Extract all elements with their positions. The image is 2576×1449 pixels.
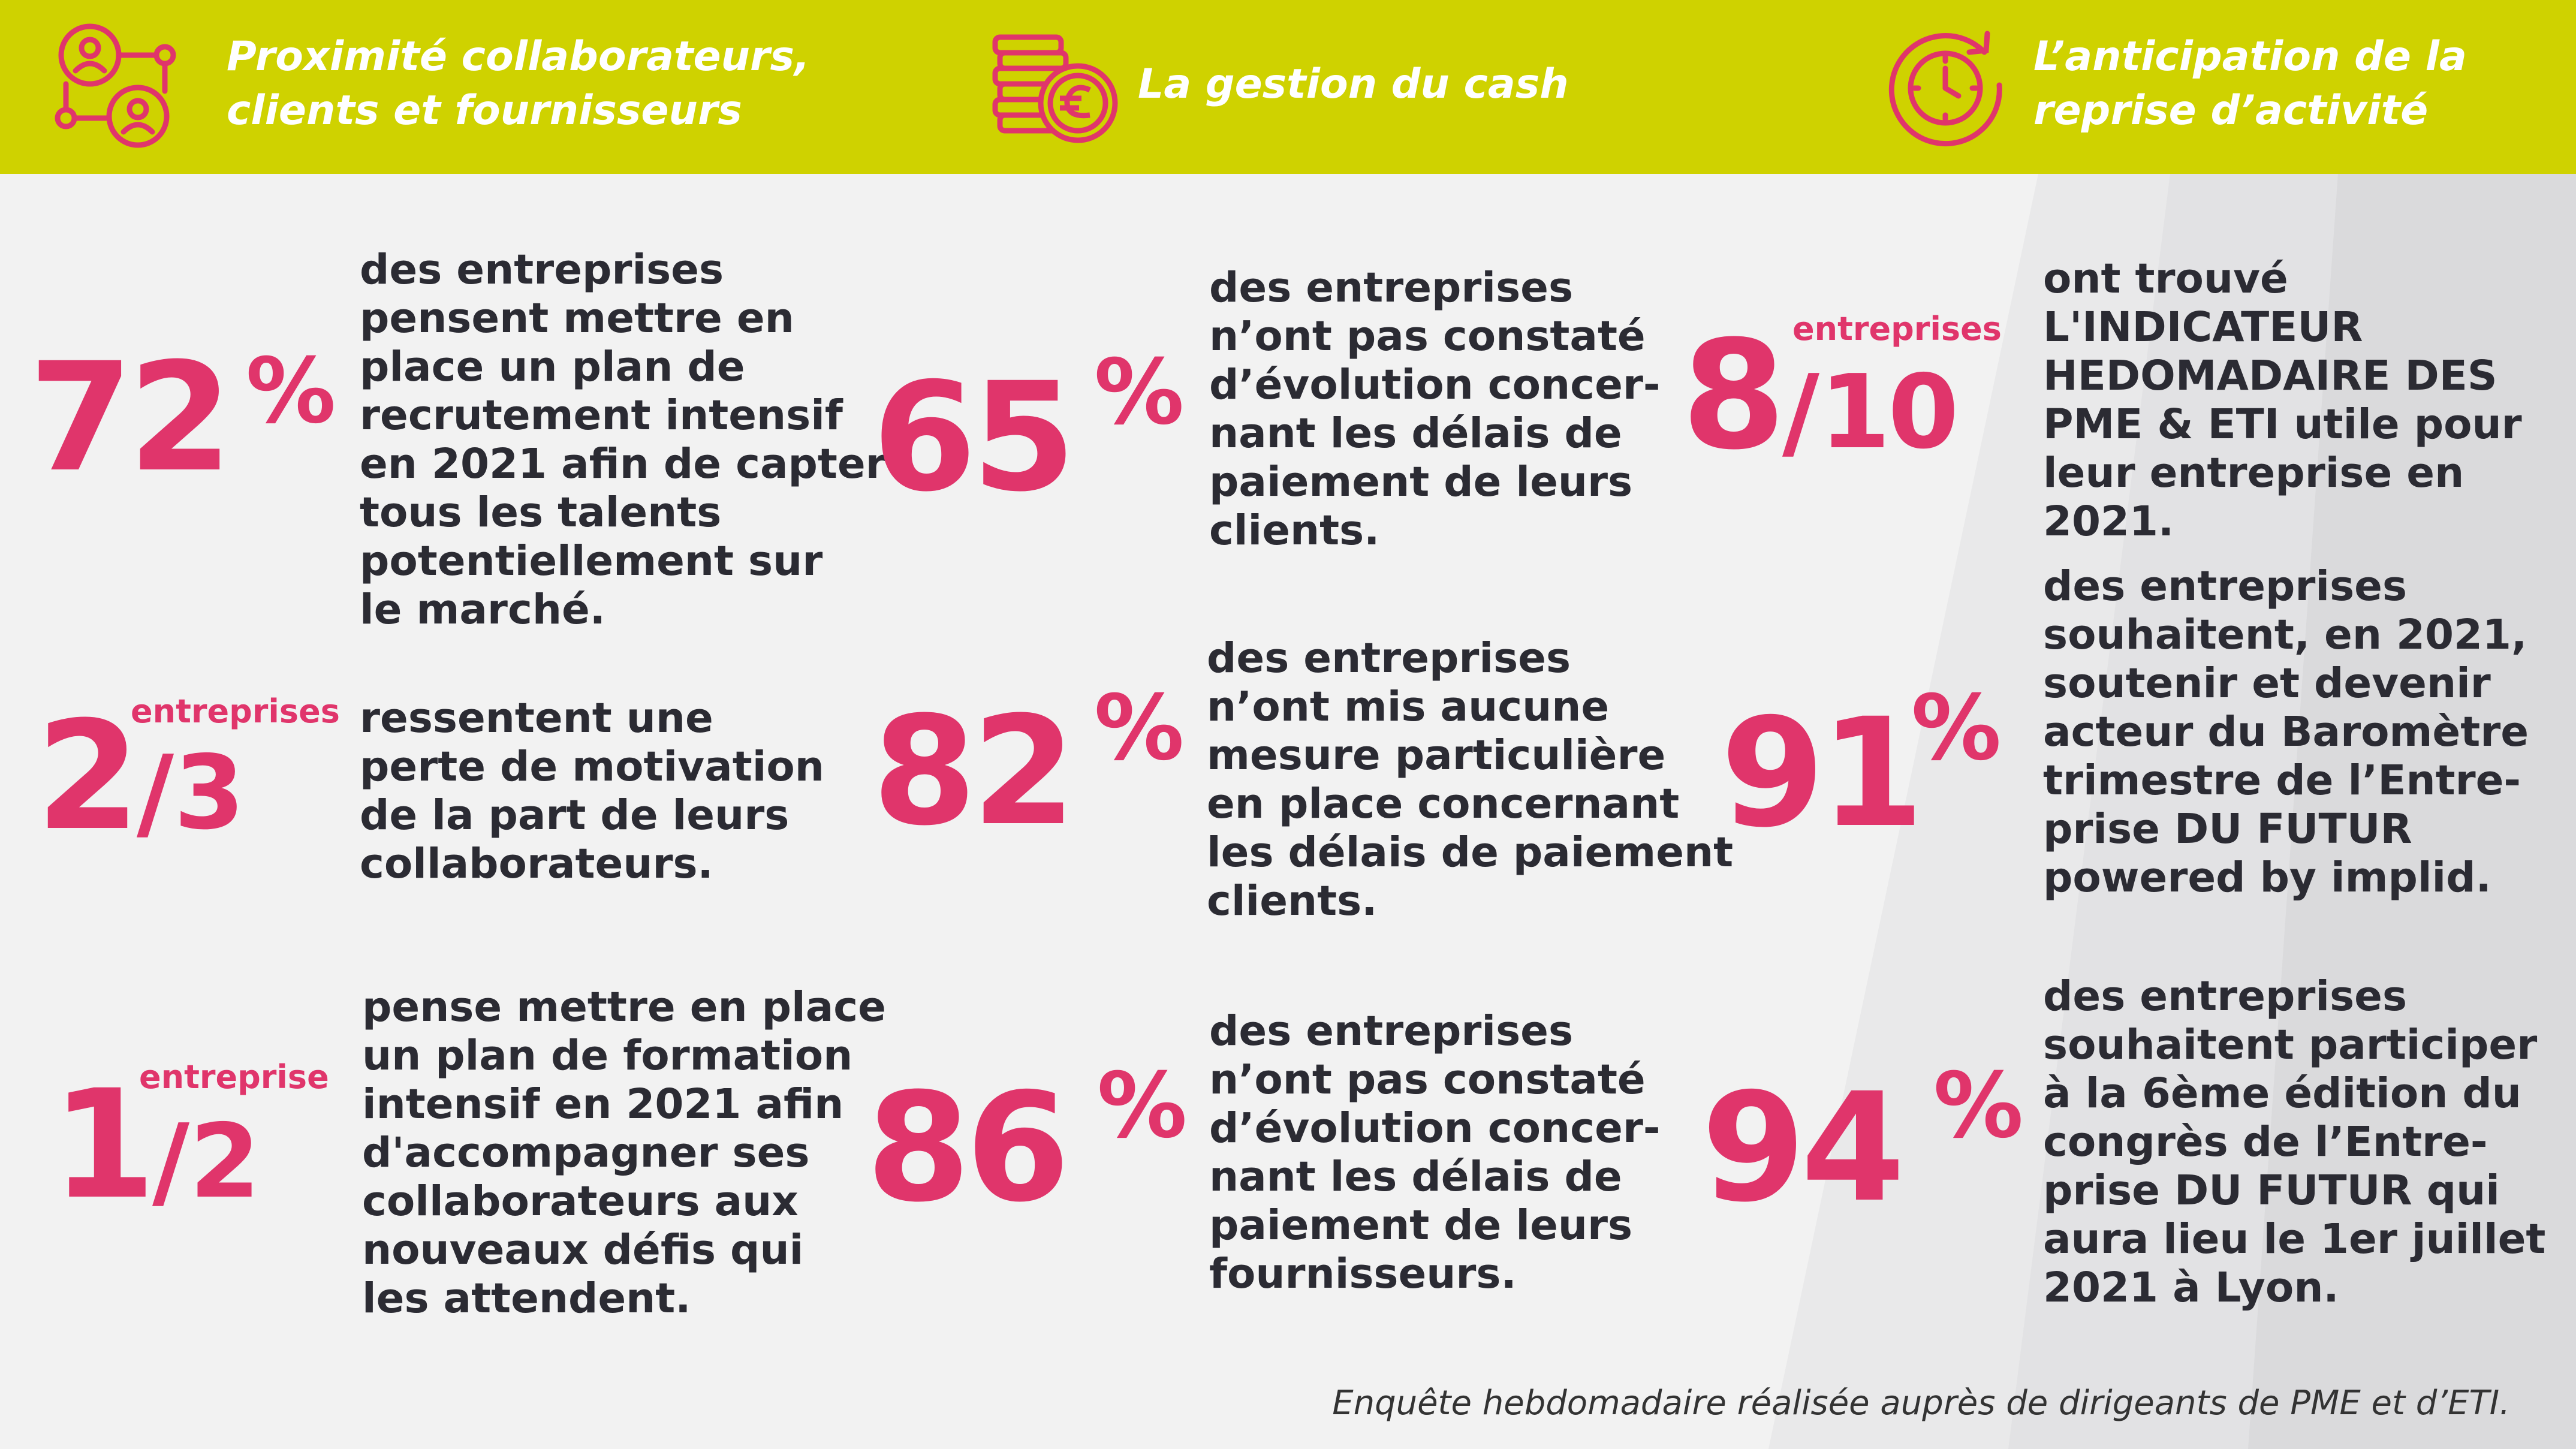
fraction-numerator: 8 [1682,308,1786,483]
stat-unit-label: entreprises [1792,310,2002,348]
clock-refresh-icon [1888,31,2002,147]
header-band: Proximité collaborateurs, clients et fou… [0,0,2576,174]
stat-86-percent: 86 [866,1073,1070,1223]
stat-65-percent: 65 [872,363,1076,513]
stat-94-percent: 94 [1701,1073,1905,1223]
stat-description: des entreprises souhaitent, en 2021, sou… [2043,562,2529,902]
stat-unit-label: entreprise [139,1058,329,1096]
header-title-line: reprise d’activité [2033,87,2429,134]
header-title-cash: La gestion du cash [1138,61,1569,108]
stat-number: 91 [1721,686,1924,860]
header-title-anticipation: L’anticipation de la reprise d’activité [2033,30,2467,138]
stat-fraction-1-2: 1/2 [52,1070,260,1221]
stat-description: des entreprises n’ont mis aucune mesure … [1207,634,1734,925]
fraction-numerator: 1 [52,1058,156,1232]
percent-sign: % [1933,1054,2024,1158]
fraction-denominator: 2 [189,1102,260,1221]
stat-number: 72 [29,330,233,505]
stat-description: ressentent une perte de motivation de la… [360,694,824,888]
stat-91-percent: 91 [1721,698,1924,848]
percent-sign: % [246,339,336,444]
fraction-denominator: 10 [1819,353,1959,472]
stat-description: des entreprises pensent mettre en place … [360,246,886,634]
stat-fraction-2-3: 2/3 [36,701,245,852]
stat-unit-label: entreprises [131,692,340,730]
fraction-slash: / [1782,353,1820,472]
stat-description: des entreprises souhaitent participer à … [2043,972,2546,1312]
header-title-line: clients et fournisseurs [227,87,742,134]
stat-82-percent: 82 [872,697,1076,846]
stat-number: 65 [872,350,1076,525]
percent-sign: % [1094,341,1185,445]
stat-number: 82 [872,684,1076,858]
fraction-numerator: 2 [36,689,140,863]
stat-72-percent: 72 [29,343,233,493]
fraction-slash: / [152,1102,190,1221]
stat-description: des entreprises n’ont pas constaté d’évo… [1209,264,1661,555]
stat-description: ont trouvé L'INDICATEUR HEDOMADAIRE DES … [2043,255,2522,546]
percent-sign: % [1097,1054,1188,1158]
stat-description: des entreprises n’ont pas constaté d’évo… [1209,1007,1661,1298]
percent-sign: % [1911,676,2002,781]
header-title-line: L’anticipation de la [2033,33,2467,80]
percent-sign: % [1094,676,1185,781]
survey-footnote: Enquête hebdomadaire réalisée auprès de … [1332,1384,2510,1423]
fraction-denominator: 3 [174,734,245,852]
stat-fraction-8-10: 8/10 [1682,321,1959,472]
header-title-line: Proximité collaborateurs, [227,33,810,80]
euro-coins-icon [992,34,1118,143]
people-network-icon [55,23,176,148]
fraction-slash: / [136,734,174,852]
stat-description: pense mettre en place un plan de formati… [362,983,886,1323]
stat-number: 86 [866,1061,1070,1235]
stat-number: 94 [1701,1061,1905,1235]
header-title-proximite: Proximité collaborateurs, clients et fou… [227,30,810,138]
